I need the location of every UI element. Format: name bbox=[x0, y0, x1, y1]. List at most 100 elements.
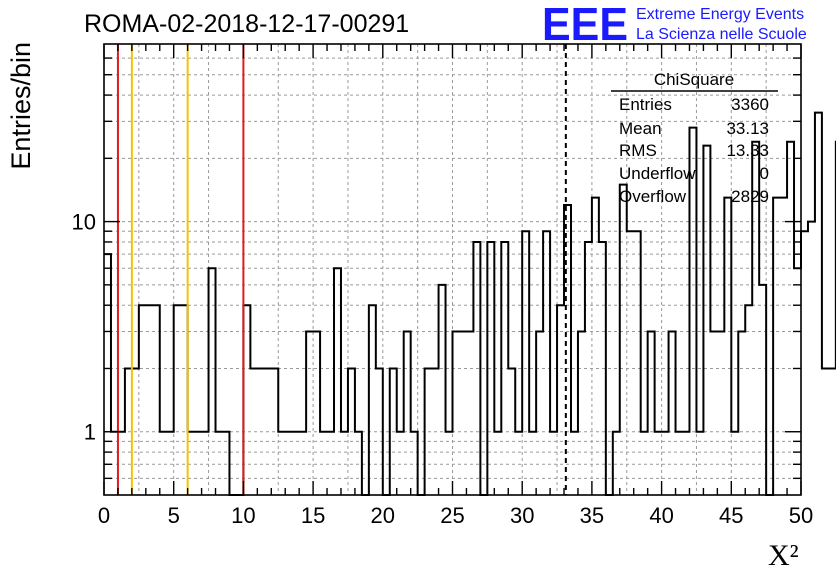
x-axis-label: X² bbox=[768, 539, 799, 572]
histogram-bin bbox=[404, 331, 411, 495]
histogram-bin bbox=[487, 242, 494, 495]
histogram-bin bbox=[501, 242, 508, 495]
histogram-bin bbox=[473, 242, 480, 495]
histogram-bin bbox=[222, 432, 229, 495]
histogram-bin bbox=[829, 368, 836, 495]
x-tick-label: 5 bbox=[168, 503, 180, 528]
histogram-bin bbox=[327, 432, 334, 495]
histogram-bin bbox=[397, 432, 404, 495]
histogram-bin bbox=[341, 432, 348, 495]
histogram-bin bbox=[515, 432, 522, 495]
stats-label-overflow: Overflow bbox=[619, 187, 687, 206]
histogram-bin bbox=[153, 305, 160, 495]
histogram-bin bbox=[313, 331, 320, 495]
x-tick-label: 25 bbox=[440, 503, 464, 528]
histogram-bin bbox=[369, 305, 376, 495]
stats-label-mean: Mean bbox=[619, 119, 662, 138]
histogram-bin bbox=[648, 331, 655, 495]
histogram-bin bbox=[745, 305, 752, 495]
histogram-bin bbox=[801, 231, 808, 495]
x-tick-label: 45 bbox=[719, 503, 743, 528]
histogram-bin bbox=[585, 242, 592, 495]
histogram-bin bbox=[188, 432, 195, 495]
histogram-bin bbox=[132, 368, 139, 495]
histogram-bin bbox=[146, 305, 153, 495]
histogram-bin bbox=[536, 331, 543, 495]
histogram-bin bbox=[808, 222, 815, 495]
histogram-bin bbox=[432, 368, 439, 495]
histogram-bin bbox=[271, 368, 278, 495]
stats-box-title: ChiSquare bbox=[654, 70, 734, 89]
histogram-bin bbox=[550, 432, 557, 495]
histogram-bin bbox=[641, 432, 648, 495]
histogram-bin bbox=[243, 305, 250, 495]
x-tick-label: 40 bbox=[649, 503, 673, 528]
histogram-bin bbox=[390, 368, 397, 495]
histogram-bin bbox=[717, 331, 724, 495]
histogram-bin bbox=[822, 368, 829, 495]
histogram-bin bbox=[710, 331, 717, 495]
x-tick-label: 10 bbox=[231, 503, 255, 528]
x-tick-label: 20 bbox=[371, 503, 395, 528]
histogram-bin bbox=[306, 331, 313, 495]
histogram-bin bbox=[320, 432, 327, 495]
histogram-bin bbox=[439, 285, 446, 495]
histogram-bin bbox=[111, 432, 118, 495]
histogram-bin bbox=[195, 432, 202, 495]
histogram-bin bbox=[446, 432, 453, 495]
stats-value-overflow: 2829 bbox=[731, 187, 769, 206]
axis-ticks-layer: 0 5 10 15 20 25 30 35 40 45 50 1 10 bbox=[72, 44, 813, 528]
stats-value-rms: 13.33 bbox=[726, 141, 769, 160]
stats-value-entries: 3360 bbox=[731, 95, 769, 114]
histogram-bin bbox=[578, 331, 585, 495]
histogram-bin bbox=[355, 432, 362, 495]
histogram-bin bbox=[703, 146, 710, 495]
histogram-bin bbox=[592, 198, 599, 495]
eee-logo: EEE bbox=[542, 0, 628, 50]
histogram-bin bbox=[773, 198, 780, 495]
histogram-bin bbox=[557, 305, 564, 495]
stats-value-mean: 33.13 bbox=[726, 119, 769, 138]
y-axis-label: Entries/bin bbox=[6, 42, 36, 170]
histogram-bin bbox=[216, 432, 223, 495]
histogram-bin bbox=[599, 242, 606, 495]
histogram-bin bbox=[348, 368, 355, 495]
histogram-bin bbox=[285, 432, 292, 495]
histogram-bin bbox=[257, 368, 264, 495]
histogram-bin bbox=[571, 432, 578, 495]
histogram-bin bbox=[118, 432, 125, 495]
histogram-bin bbox=[174, 305, 181, 495]
histogram-bin bbox=[181, 305, 188, 495]
histogram-bin bbox=[522, 231, 529, 495]
histogram-bin bbox=[466, 331, 473, 495]
histogram-bin bbox=[613, 432, 620, 495]
histogram-bin bbox=[787, 142, 794, 495]
histogram-bin bbox=[696, 432, 703, 495]
histogram-bin bbox=[662, 432, 669, 495]
histogram-bin bbox=[167, 432, 174, 495]
histogram-bin bbox=[264, 368, 271, 495]
vertical-lines-layer bbox=[116, 44, 567, 495]
histogram-bin bbox=[738, 331, 745, 495]
histogram-bin bbox=[125, 368, 132, 495]
x-tick-label: 0 bbox=[98, 503, 110, 528]
histogram-bin bbox=[278, 432, 285, 495]
histogram-bin bbox=[139, 305, 146, 495]
stats-box: ChiSquare Entries 3360 Mean 33.13 RMS 13… bbox=[611, 70, 778, 206]
histogram-bin bbox=[724, 198, 731, 495]
histogram-bin bbox=[209, 268, 216, 495]
histogram-bin bbox=[543, 231, 550, 495]
histogram-bin bbox=[508, 368, 515, 495]
x-tick-label: 50 bbox=[789, 503, 813, 528]
logo-line-2: La Scienza nelle Scuole bbox=[636, 26, 807, 43]
stats-label-entries: Entries bbox=[619, 95, 672, 114]
histogram-bin bbox=[494, 432, 501, 495]
histogram-bin bbox=[676, 432, 683, 495]
histogram-bin bbox=[683, 432, 690, 495]
y-tick-label: 10 bbox=[72, 210, 96, 235]
histogram-bin bbox=[160, 432, 167, 495]
histogram-bin bbox=[453, 331, 460, 495]
histogram-bin bbox=[627, 231, 634, 495]
histogram-bin bbox=[815, 113, 822, 495]
histogram-bin bbox=[731, 432, 738, 495]
